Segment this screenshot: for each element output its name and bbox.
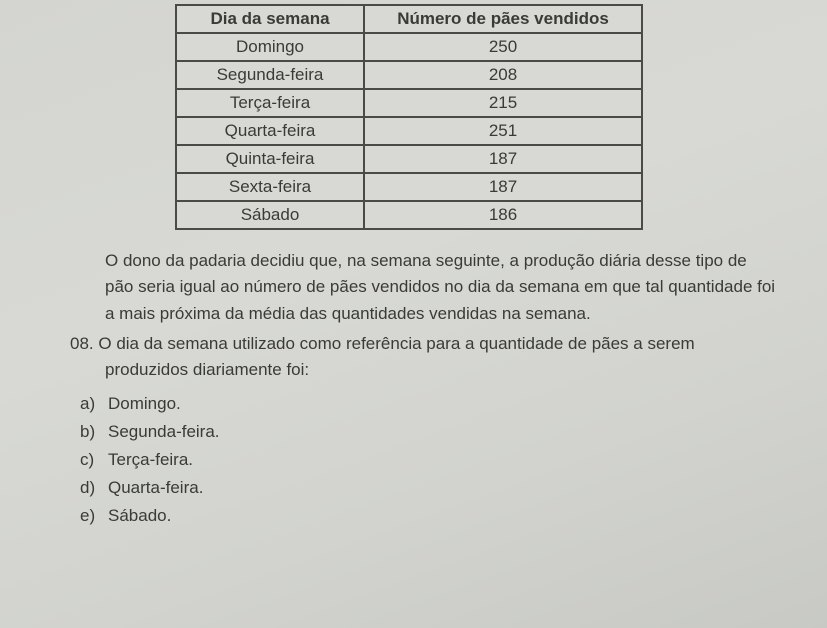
header-day: Dia da semana — [176, 5, 364, 33]
table-row: Sexta-feira 187 — [176, 173, 642, 201]
table-row: Domingo 250 — [176, 33, 642, 61]
question-line: 08. O dia da semana utilizado como refer… — [70, 331, 777, 357]
option-text: Domingo. — [108, 390, 181, 418]
question-number: 08. — [70, 334, 94, 353]
option-text: Sábado. — [108, 502, 171, 530]
option-a: a) Domingo. — [80, 390, 827, 418]
option-c: c) Terça-feira. — [80, 446, 827, 474]
table-row: Terça-feira 215 — [176, 89, 642, 117]
option-letter: c) — [80, 446, 108, 474]
option-letter: e) — [80, 502, 108, 530]
header-count: Número de pães vendidos — [364, 5, 642, 33]
cell-count: 187 — [364, 145, 642, 173]
option-text: Segunda-feira. — [108, 418, 220, 446]
context-paragraph: O dono da padaria decidiu que, na semana… — [105, 248, 777, 327]
cell-count: 187 — [364, 173, 642, 201]
cell-day: Terça-feira — [176, 89, 364, 117]
option-d: d) Quarta-feira. — [80, 474, 827, 502]
option-letter: b) — [80, 418, 108, 446]
cell-day: Sábado — [176, 201, 364, 229]
option-b: b) Segunda-feira. — [80, 418, 827, 446]
option-letter: a) — [80, 390, 108, 418]
option-e: e) Sábado. — [80, 502, 827, 530]
table-row: Quinta-feira 187 — [176, 145, 642, 173]
option-text: Quarta-feira. — [108, 474, 203, 502]
cell-day: Sexta-feira — [176, 173, 364, 201]
cell-day: Segunda-feira — [176, 61, 364, 89]
question-text-1: O dia da semana utilizado como referênci… — [98, 334, 694, 353]
cell-count: 186 — [364, 201, 642, 229]
table-row: Segunda-feira 208 — [176, 61, 642, 89]
question-text-2: produzidos diariamente foi: — [105, 357, 827, 383]
cell-day: Quinta-feira — [176, 145, 364, 173]
options-list: a) Domingo. b) Segunda-feira. c) Terça-f… — [80, 390, 827, 530]
option-letter: d) — [80, 474, 108, 502]
table-header-row: Dia da semana Número de pães vendidos — [176, 5, 642, 33]
cell-count: 250 — [364, 33, 642, 61]
option-text: Terça-feira. — [108, 446, 193, 474]
cell-count: 251 — [364, 117, 642, 145]
table-row: Sábado 186 — [176, 201, 642, 229]
cell-count: 208 — [364, 61, 642, 89]
cell-count: 215 — [364, 89, 642, 117]
sales-table: Dia da semana Número de pães vendidos Do… — [175, 4, 643, 230]
worksheet-page: Dia da semana Número de pães vendidos Do… — [0, 4, 827, 628]
table-row: Quarta-feira 251 — [176, 117, 642, 145]
cell-day: Quarta-feira — [176, 117, 364, 145]
cell-day: Domingo — [176, 33, 364, 61]
